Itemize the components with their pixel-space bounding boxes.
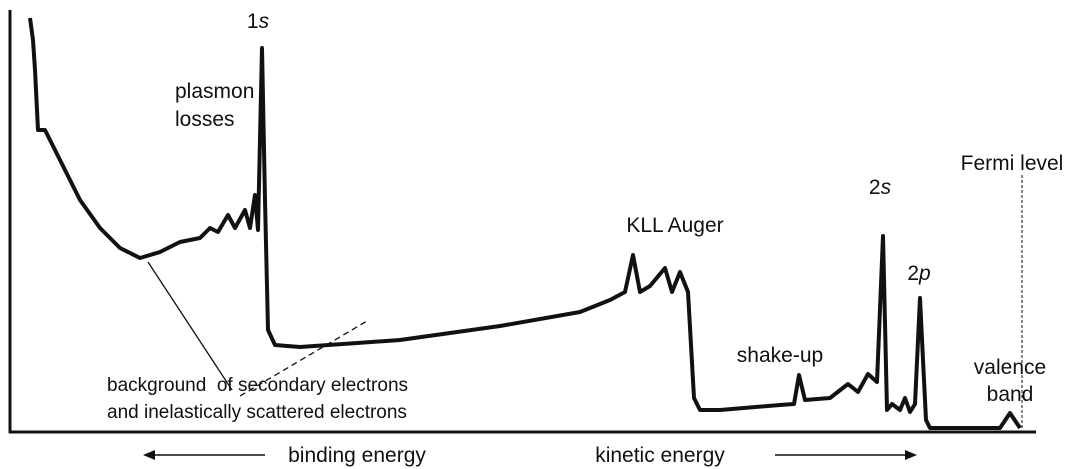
label-1s: 1s <box>247 10 270 33</box>
label-2s: 2s <box>869 176 892 199</box>
label-orbital: p <box>918 262 931 285</box>
label-valence: valence <box>974 356 1046 379</box>
label-orbital: s <box>259 10 270 33</box>
label-shake-up: shake-up <box>737 344 823 367</box>
label-plasmon: plasmon <box>175 80 254 103</box>
label-auger: KLL Auger <box>626 214 723 237</box>
label-kinetic: kinetic energy <box>595 444 725 467</box>
label-2p: 2p <box>907 262 930 285</box>
label-orbital: s <box>881 176 892 199</box>
background-pointer <box>147 261 233 391</box>
label-plasmon: losses <box>175 108 235 131</box>
label-number: 2 <box>907 262 919 285</box>
background-dashed <box>239 320 368 397</box>
label-valence: band <box>987 383 1034 406</box>
label-number: 2 <box>869 176 881 199</box>
label-fermi: Fermi level <box>961 152 1064 175</box>
label-background: and inelastically scattered electrons <box>107 402 407 423</box>
spectrum <box>28 17 1022 430</box>
label-number: 1 <box>247 10 259 33</box>
label-binding: binding energy <box>288 444 426 467</box>
label-background: background of secondary electrons <box>107 375 408 396</box>
